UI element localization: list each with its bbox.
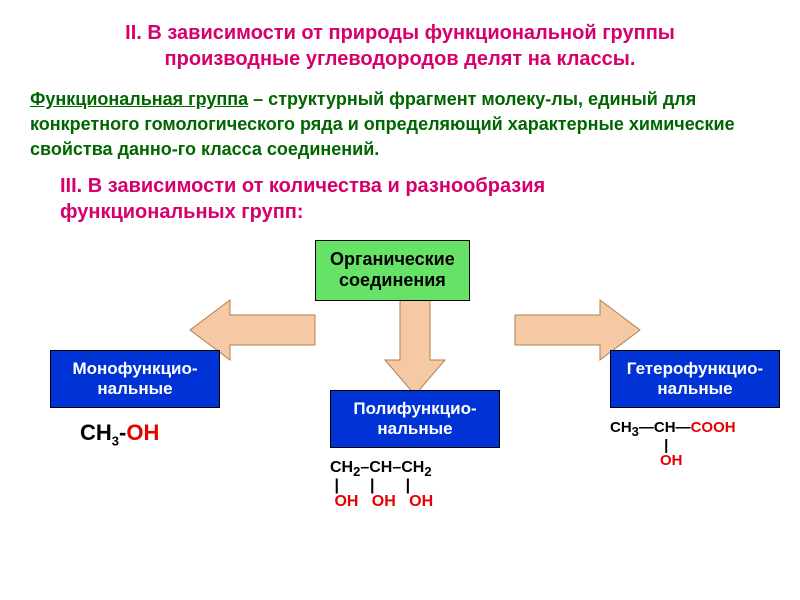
box-hetero: Гетерофункцио- нальные (610, 350, 780, 409)
definition-block: Функциональная группа – структурный фраг… (30, 87, 770, 163)
hetero-line-2: нальные (657, 379, 732, 398)
box-poly: Полифункцио- нальные (330, 390, 500, 449)
box-mono: Монофункцио- нальные (50, 350, 220, 409)
title-line-2: производные углеводородов делят на класс… (165, 48, 636, 70)
hetero-line-1: Гетерофункцио- (627, 359, 763, 378)
formula-poly: CH2–CH–CH2 | | | OH OH OH (330, 460, 433, 510)
main-title: II. В зависимости от природы функциональ… (30, 20, 770, 72)
subtitle-line-1: III. В зависимости от количества и разно… (60, 175, 545, 197)
sub-title: III. В зависимости от количества и разно… (60, 173, 770, 225)
box-organic: Органические соединения (315, 240, 470, 301)
definition-term: Функциональная группа (30, 89, 248, 109)
organic-line-2: соединения (339, 270, 446, 290)
mono-line-2: нальные (97, 379, 172, 398)
poly-line-1: Полифункцио- (353, 399, 476, 418)
mono-line-1: Монофункцио- (72, 359, 197, 378)
organic-line-1: Органические (330, 249, 455, 269)
subtitle-line-2: функциональных групп: (60, 201, 304, 223)
poly-line-2: нальные (377, 419, 452, 438)
title-line-1: II. В зависимости от природы функциональ… (125, 22, 675, 44)
formula-hetero: CH3—CH—COOH | OH (610, 420, 736, 468)
diagram-area: Органические соединения Монофункцио- нал… (30, 240, 770, 540)
formula-mono: CH3-OH (80, 420, 159, 448)
